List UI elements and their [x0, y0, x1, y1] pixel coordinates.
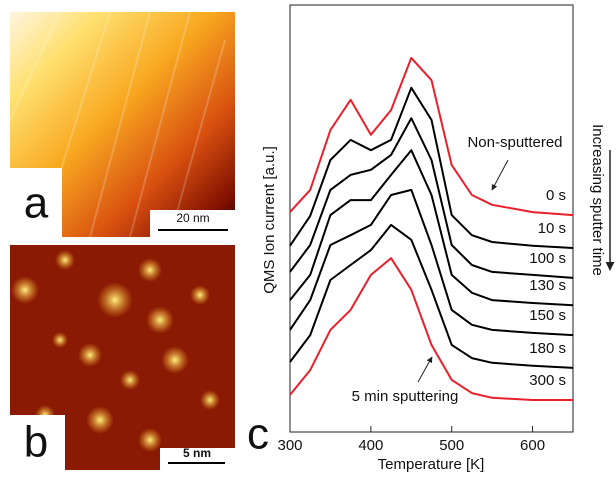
series-label: 130 s — [529, 277, 566, 294]
x-tick-label: 600 — [520, 437, 545, 454]
x-tick-label: 300 — [277, 437, 302, 454]
series-label: 0 s — [546, 187, 566, 204]
arrow — [417, 356, 433, 383]
panel-letter: b — [24, 418, 48, 467]
scale-label: 20 nm — [176, 211, 209, 225]
curve — [289, 223, 574, 369]
panel-letter: a — [24, 179, 49, 228]
series-label: 10 s — [538, 220, 566, 237]
curve — [289, 149, 574, 307]
stm-image-a — [9, 11, 235, 238]
curve — [289, 117, 574, 279]
x-tick-label: 400 — [358, 437, 383, 454]
stm-image-b — [10, 245, 235, 470]
series-label: 300 s — [529, 372, 566, 389]
curve — [289, 188, 574, 337]
curve — [289, 56, 574, 217]
series-label: 180 s — [529, 340, 566, 357]
annotation: Non-sputtered — [467, 134, 562, 151]
arrow — [491, 159, 509, 191]
annotation: 5 min sputtering — [352, 388, 459, 405]
curve — [289, 86, 574, 249]
panel-letter: c — [247, 410, 269, 459]
y-axis-label: QMS Ion current [a.u.] — [261, 146, 278, 294]
curve — [289, 257, 573, 401]
scale-label: 5 nm — [183, 446, 211, 460]
plot-frame — [289, 4, 574, 433]
side-label: Increasing sputter time — [589, 124, 606, 276]
series-label: 100 s — [529, 250, 566, 267]
x-tick-label: 500 — [439, 437, 464, 454]
x-axis-label: Temperature [K] — [378, 456, 485, 473]
series-label: 150 s — [529, 307, 566, 324]
